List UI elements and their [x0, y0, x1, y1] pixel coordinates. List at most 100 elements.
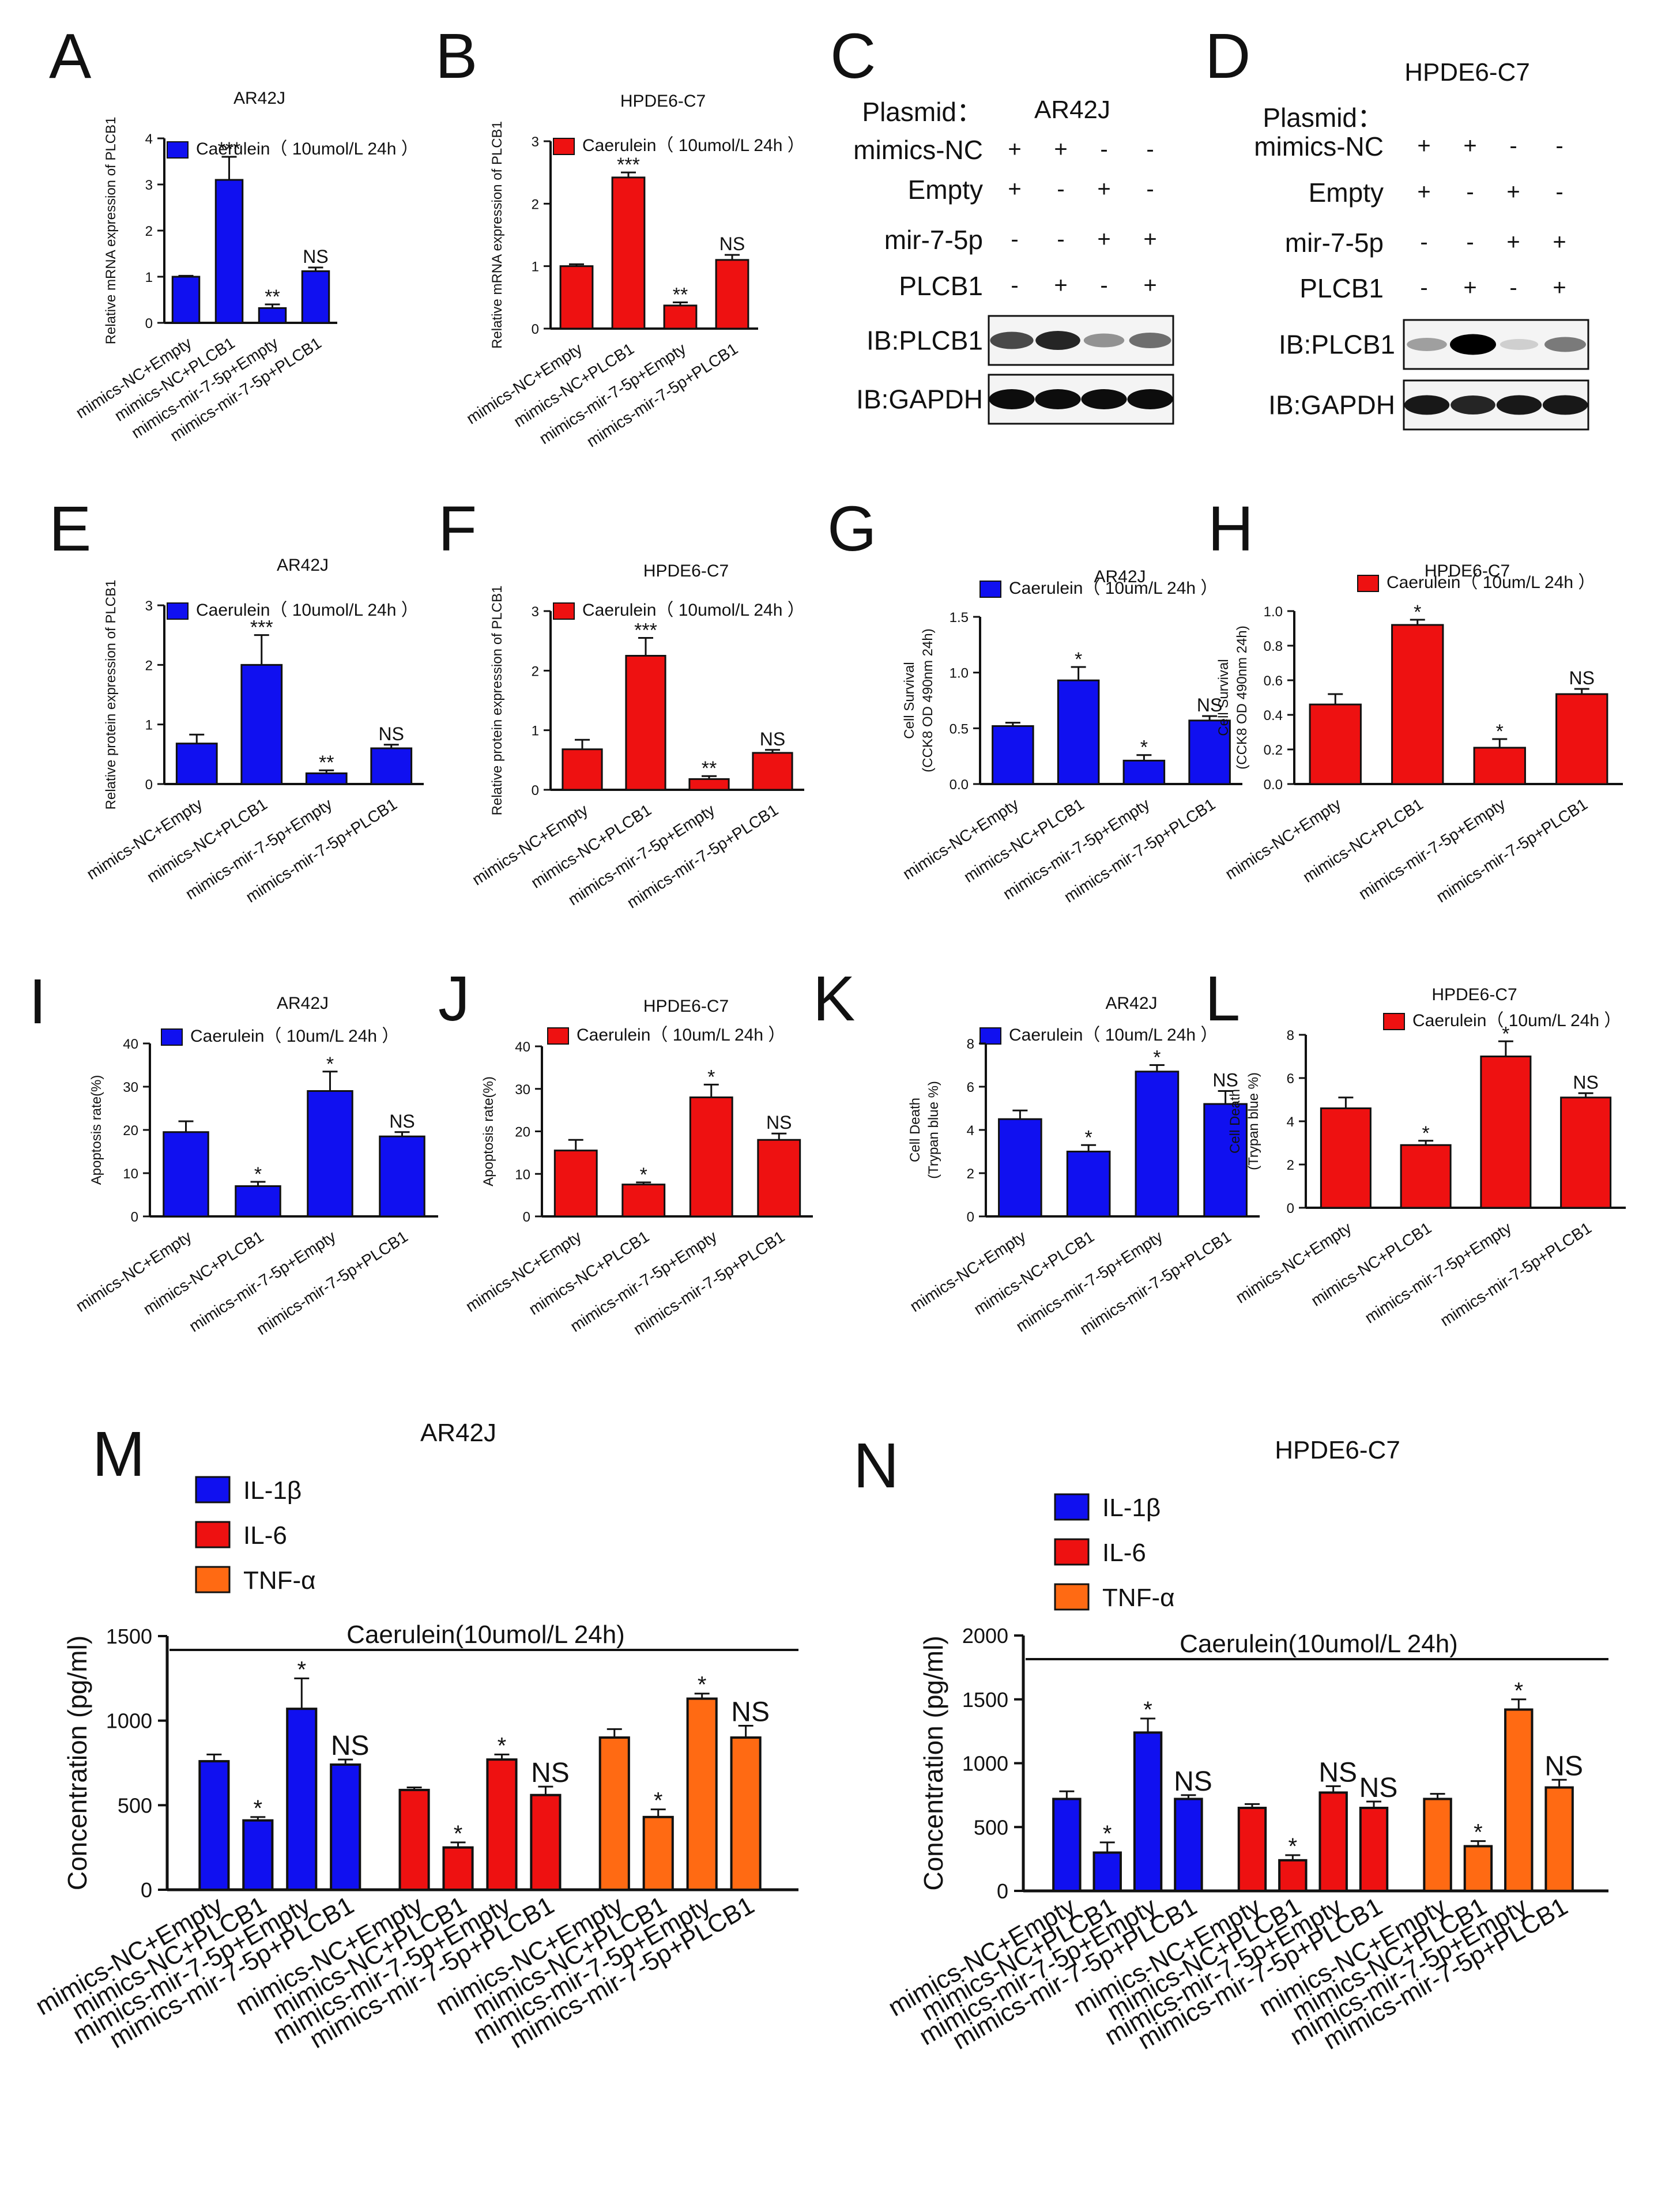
bar-4 [1188, 719, 1231, 785]
significance-label: NS [1174, 1766, 1212, 1797]
bar-3 [1135, 1071, 1180, 1218]
y-tick-label: 30 [123, 1080, 138, 1095]
bar-2 [214, 179, 244, 324]
significance-label: * [1474, 1820, 1483, 1845]
bar-IL-1β-4 [1174, 1798, 1203, 1893]
y-tick-label: 1.0 [1264, 604, 1283, 620]
western-blot-C: C AR42J Plasmid： mimics-NC + + - - Empty + - + - mir-… [830, 21, 1174, 425]
condition-mark: - [1420, 275, 1427, 300]
y-axis-label-2: (CCK8 OD 490nm 24h) [920, 628, 936, 772]
y-tick-label: 40 [123, 1037, 138, 1052]
bar-IL-6-4 [530, 1793, 562, 1891]
significance-label: ** [702, 758, 717, 779]
legend-label: Caerulein（ 10um/L 24h ） [1412, 1011, 1621, 1030]
y-axis-label-2: (Trypan blue %) [1246, 1072, 1261, 1170]
y-tick-label: 2 [532, 197, 539, 212]
bar-1 [559, 265, 594, 330]
bar-IL-6-2 [1278, 1859, 1308, 1893]
blot-label: IB:PLCB1 [866, 326, 983, 356]
y-tick-label: 20 [123, 1123, 138, 1139]
condition-label: mir-7-5p [884, 225, 983, 255]
bar-2 [235, 1185, 281, 1218]
blot-band [1450, 334, 1496, 355]
plasmid-label: Plasmid： [1263, 103, 1384, 133]
condition-mark: - [1100, 137, 1107, 162]
y-tick-label: 4 [1287, 1114, 1294, 1130]
significance-label: * [654, 1788, 663, 1814]
y-tick-label: 1 [145, 718, 153, 733]
y-tick-label: 0 [145, 316, 153, 331]
panel-letter-M: M [92, 1419, 145, 1490]
blot-label: IB:GAPDH [1268, 390, 1395, 420]
condition-label: mimics-NC [1254, 131, 1384, 161]
condition-mark: + [1417, 133, 1430, 159]
condition-mark: + [1553, 275, 1566, 300]
western-blot-D: D HPDE6-C7 Plasmid：mimics-NC + + - - Empty + - + - m… [1205, 21, 1589, 431]
significance-label: NS [379, 723, 404, 744]
y-tick-label: 3 [532, 134, 539, 150]
panel-letter-B: B [435, 21, 477, 92]
y-tick-label: 1 [145, 270, 153, 285]
bar-1 [171, 276, 201, 324]
panel-letter-J: J [438, 963, 470, 1034]
y-tick-label: 1 [532, 259, 539, 275]
plasmid-label: Plasmid： [862, 97, 983, 127]
significance-label: ** [265, 286, 280, 308]
legend-label: TNF-α [1102, 1584, 1175, 1612]
y-tick-label: 2000 [962, 1624, 1008, 1648]
chart-title: HPDE6-C7 [643, 997, 729, 1016]
bar-3 [688, 778, 730, 791]
bar-1 [175, 743, 218, 785]
chart-title: AR42J [233, 89, 285, 108]
y-tick-label: 30 [515, 1082, 530, 1098]
legend-label: Caerulein（ 10umol/L 24h ） [582, 601, 805, 620]
significance-label: ** [673, 284, 688, 306]
panel-letter-N: N [853, 1430, 899, 1501]
condition-mark: + [1054, 137, 1067, 162]
bar-IL-6-3 [486, 1758, 518, 1891]
blot-band [1127, 389, 1173, 409]
legend-swatch [1054, 1583, 1090, 1611]
significance-label: *** [218, 138, 241, 160]
legend-swatch [547, 1027, 569, 1045]
bar-IL-1β-1 [198, 1760, 230, 1891]
condition-mark: - [1466, 229, 1474, 255]
y-axis-label: Cell Death [907, 1098, 923, 1162]
bar-IL-1β-3 [1133, 1731, 1163, 1893]
significance-label: * [1514, 1678, 1523, 1704]
y-tick-label: 2 [145, 224, 153, 239]
y-tick-label: 0 [131, 1209, 138, 1225]
condition-label: Empty [908, 175, 983, 205]
y-tick-label: 0.2 [1264, 743, 1283, 758]
panel-letter-K: K [813, 963, 855, 1034]
bracket-label: Caerulein(10umol/L 24h) [1180, 1630, 1458, 1658]
bar-IL-1β-1 [1052, 1798, 1082, 1893]
condition-mark: + [1143, 273, 1156, 298]
y-tick-label: 500 [974, 1815, 1008, 1839]
condition-mark: - [1057, 227, 1064, 252]
significance-label: * [1496, 721, 1504, 743]
y-tick-label: 8 [1287, 1028, 1294, 1043]
significance-label: NS [389, 1111, 415, 1132]
panel-letter-F: F [438, 493, 477, 564]
panel-letter-C: C [830, 21, 876, 92]
legend-label: Caerulein（ 10umol/L 24h ） [196, 140, 419, 159]
condition-mark: - [1466, 179, 1474, 205]
y-axis-label: Cell Death [1227, 1089, 1243, 1154]
legend-label: Caerulein（ 10um/L 24h ） [577, 1026, 785, 1045]
y-tick-label: 2 [532, 664, 539, 679]
panel-letter-L: L [1205, 963, 1240, 1034]
condition-mark: + [1097, 176, 1110, 202]
bar-1 [992, 725, 1034, 785]
bar-TNF-α-1 [1423, 1798, 1452, 1893]
condition-mark: + [1417, 179, 1430, 205]
condition-mark: - [1146, 137, 1154, 162]
bar-IL-1β-2 [242, 1819, 274, 1891]
blot-band [1542, 395, 1588, 415]
y-tick-label: 1000 [962, 1752, 1008, 1776]
significance-label: * [254, 1163, 262, 1185]
condition-mark: - [1555, 133, 1563, 159]
bar-2 [1391, 624, 1444, 785]
blot-band [1035, 389, 1081, 409]
